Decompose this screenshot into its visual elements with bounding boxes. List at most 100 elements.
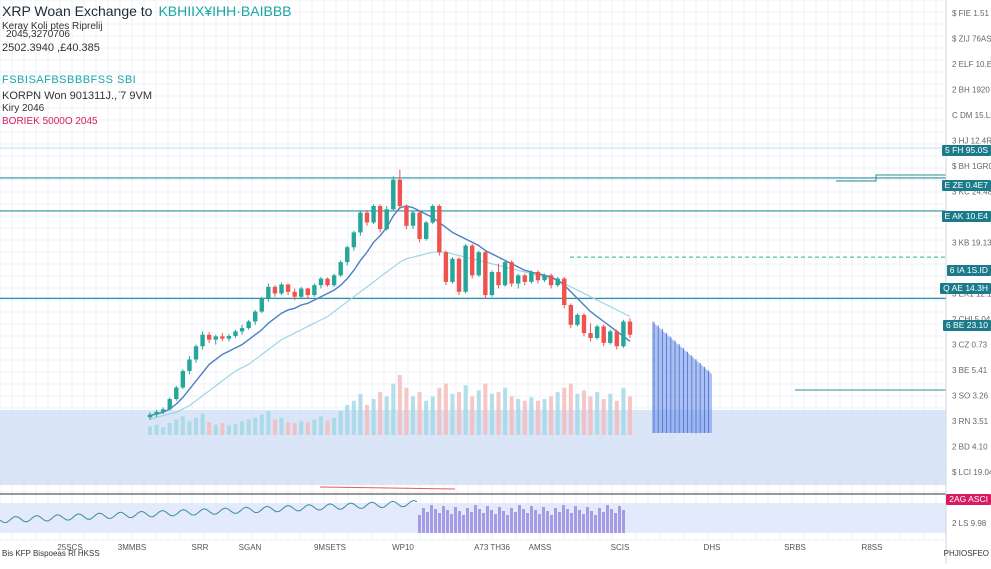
candle-body [457,259,461,292]
projection-area [652,322,712,434]
volume-bar [575,394,579,435]
candle-body [260,298,264,311]
candle-body [233,331,237,336]
candle-body [220,336,224,338]
x-axis-label: SRBS [784,543,806,552]
histogram-bar [542,507,545,533]
volume-bar [582,390,586,435]
candle-body [628,322,632,335]
candle-body [470,246,474,276]
price-badge: 5 FH 95.0S [942,145,991,156]
header-title-row: XRP Woan Exchange to KBHIIX¥IHH·BAIBBB [2,4,292,18]
volume-bar [161,427,165,435]
title-accent: KBHIIX¥IHH·BAIBBB [158,3,291,19]
candle-body [542,275,546,280]
histogram-bar [538,514,541,533]
volume-bar [516,399,520,435]
histogram-bar [522,509,525,533]
volume-bar [424,401,428,435]
y-axis-label: $ LCI 19.04 [952,468,991,477]
volume-bar [510,396,514,435]
volume-bar [214,425,218,435]
candle-body [365,213,369,223]
candle-body [417,213,421,239]
price-badge: 6 BE 23.10 [943,320,991,331]
candle-body [601,326,605,343]
y-axis-label: $ BH 1GR0 [952,162,991,171]
candle-body [496,272,500,285]
candle-body [168,399,172,409]
pair-line: KORPN Won 901311Ј., ̈7 9VM [2,91,152,102]
histogram-bar [442,506,445,533]
volume-bar [286,422,290,435]
histogram-bar [498,507,501,533]
histogram-bar [506,515,509,533]
volume-bar [503,388,507,435]
candle-body [312,285,316,295]
candle-body [404,206,408,226]
candle-body [371,206,375,223]
histogram-bar [450,514,453,533]
volume-bar [523,401,527,435]
histogram-bar [446,510,449,533]
volume-bar [444,384,448,435]
histogram-bar [462,515,465,533]
volume-bar [168,423,172,435]
header-line-3: 2502.3940 ,£40.385 [2,43,100,54]
candle-body [174,388,178,400]
volume-bar [543,399,547,435]
volume-bar [155,425,159,435]
candle-body [569,305,573,325]
volume-bar [306,422,310,435]
histogram-bar [470,512,473,533]
candle-body [385,209,389,229]
header-line-2: 2045,3270706 [6,30,70,40]
price-badge: 2AG ASCI [946,494,991,505]
kiry-line: Kiry 2046 [2,104,44,114]
candle-body [608,331,612,343]
x-axis-label: A73 TH36 [474,543,510,552]
volume-bar [602,399,606,435]
histogram-bar [566,509,569,533]
histogram-bar [558,512,561,533]
candle-body [463,246,467,292]
volume-bar [358,394,362,435]
candle-body [582,315,586,333]
price-badge: E AK 10.E4 [942,211,991,222]
volume-bar [181,416,185,435]
candle-body [227,336,231,339]
candle-body [516,275,520,283]
histogram-bar [454,507,457,533]
volume-bar [411,396,415,435]
candle-body [214,336,218,339]
histogram-bar [598,508,601,533]
histogram-bar [606,505,609,533]
volume-bar [293,423,297,435]
x-axis-label: AMSS [529,543,552,552]
volume-bar [496,392,500,435]
histogram-bar [562,505,565,533]
candle-body [286,285,290,292]
volume-bar [404,388,408,435]
candle-body [154,412,158,415]
candle-body [490,272,494,295]
histogram-bar [438,513,441,533]
x-axis-label: SRR [192,543,209,552]
y-axis-label: 2 LS 9.98 [952,519,987,528]
histogram-bar [594,515,597,533]
candle-body [299,289,303,297]
candle-body [562,279,566,305]
candle-body [253,312,257,322]
volume-bar [365,405,369,435]
volume-bar [260,414,264,435]
candle-body [319,279,323,286]
volume-bar [312,420,316,435]
candle-body [306,289,310,296]
volume-bar [273,420,277,435]
y-axis-label: 3 BE 5.41 [952,366,988,375]
y-axis-label: $ FIE 1.51 [952,9,989,18]
volume-bar [595,392,599,435]
volume-bar [385,396,389,435]
